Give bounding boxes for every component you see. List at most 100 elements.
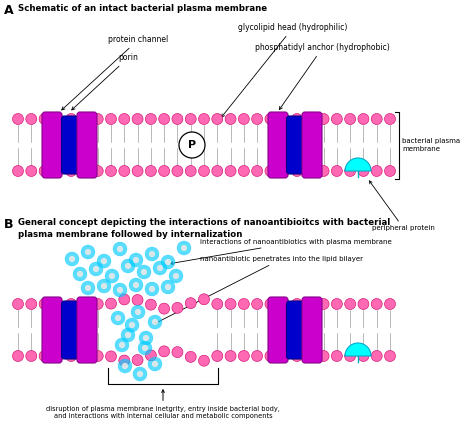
Circle shape — [331, 114, 342, 125]
Circle shape — [172, 165, 183, 176]
Circle shape — [39, 298, 50, 309]
Circle shape — [97, 254, 111, 268]
Circle shape — [345, 165, 356, 176]
Circle shape — [252, 298, 263, 309]
Circle shape — [119, 294, 130, 305]
Circle shape — [179, 132, 205, 158]
Circle shape — [65, 165, 77, 176]
Polygon shape — [345, 343, 371, 356]
Circle shape — [81, 245, 95, 259]
Circle shape — [165, 284, 171, 290]
Circle shape — [109, 273, 115, 279]
FancyBboxPatch shape — [77, 297, 97, 363]
Circle shape — [358, 351, 369, 362]
Circle shape — [79, 298, 90, 309]
Circle shape — [39, 165, 50, 176]
Circle shape — [384, 351, 395, 362]
Circle shape — [185, 165, 196, 176]
Circle shape — [305, 114, 316, 125]
Circle shape — [278, 351, 289, 362]
Circle shape — [358, 114, 369, 125]
FancyBboxPatch shape — [42, 297, 62, 363]
Circle shape — [129, 322, 135, 328]
Circle shape — [26, 351, 37, 362]
Circle shape — [305, 298, 316, 309]
Circle shape — [79, 114, 90, 125]
Circle shape — [146, 114, 156, 125]
Circle shape — [252, 165, 263, 176]
Circle shape — [225, 351, 236, 362]
Circle shape — [122, 363, 128, 369]
Circle shape — [89, 262, 103, 276]
Circle shape — [153, 261, 167, 275]
Circle shape — [152, 319, 158, 325]
Circle shape — [12, 165, 24, 176]
Circle shape — [212, 298, 223, 309]
Circle shape — [139, 331, 153, 345]
Text: glycolipid head (hydrophilic): glycolipid head (hydrophilic) — [221, 24, 347, 117]
FancyBboxPatch shape — [42, 112, 62, 178]
Circle shape — [12, 298, 24, 309]
Circle shape — [132, 114, 143, 125]
Circle shape — [165, 259, 171, 265]
Circle shape — [371, 114, 382, 125]
Circle shape — [292, 298, 302, 309]
Circle shape — [145, 247, 159, 261]
Circle shape — [305, 351, 316, 362]
Circle shape — [146, 350, 156, 361]
Circle shape — [106, 351, 117, 362]
Circle shape — [212, 165, 223, 176]
FancyBboxPatch shape — [268, 112, 288, 178]
Circle shape — [137, 371, 143, 377]
Circle shape — [92, 114, 103, 125]
Circle shape — [119, 114, 130, 125]
Text: P: P — [188, 140, 196, 150]
Circle shape — [117, 287, 123, 293]
Circle shape — [161, 255, 175, 269]
Circle shape — [172, 302, 183, 313]
Text: porin: porin — [72, 53, 138, 110]
Text: General concept depicting the interactions of nanoantibioitcs with bacterial
pla: General concept depicting the interactio… — [18, 218, 390, 239]
Text: peripheral protein: peripheral protein — [369, 181, 435, 231]
Circle shape — [137, 265, 151, 279]
Circle shape — [111, 311, 125, 325]
Circle shape — [81, 281, 95, 295]
FancyBboxPatch shape — [286, 116, 303, 174]
Circle shape — [65, 252, 79, 266]
Circle shape — [97, 279, 111, 293]
Circle shape — [181, 245, 187, 251]
Circle shape — [121, 328, 135, 342]
Circle shape — [238, 298, 249, 309]
Circle shape — [106, 165, 117, 176]
Text: Schematic of an intact bacterial plasma membrane: Schematic of an intact bacterial plasma … — [18, 4, 267, 13]
Circle shape — [141, 269, 147, 275]
Circle shape — [177, 241, 191, 255]
Circle shape — [169, 269, 183, 283]
Circle shape — [106, 298, 117, 309]
Circle shape — [172, 346, 183, 357]
Circle shape — [345, 114, 356, 125]
Circle shape — [265, 165, 276, 176]
Circle shape — [318, 114, 329, 125]
Circle shape — [129, 253, 143, 267]
Circle shape — [115, 315, 121, 321]
Circle shape — [39, 114, 50, 125]
Circle shape — [113, 242, 127, 256]
Text: nanoantibiotic penetrates into the lipid bilayer: nanoantibiotic penetrates into the lipid… — [154, 256, 363, 324]
Circle shape — [252, 114, 263, 125]
Circle shape — [149, 251, 155, 257]
Circle shape — [133, 282, 139, 288]
Circle shape — [146, 299, 156, 310]
Circle shape — [105, 269, 119, 283]
Circle shape — [138, 341, 152, 355]
Circle shape — [77, 271, 83, 277]
Circle shape — [85, 249, 91, 255]
Circle shape — [119, 355, 130, 366]
Circle shape — [132, 165, 143, 176]
Circle shape — [159, 114, 170, 125]
Circle shape — [157, 265, 163, 271]
Text: bacterial plasma
membrane: bacterial plasma membrane — [402, 138, 460, 152]
Circle shape — [125, 263, 131, 269]
Circle shape — [133, 367, 147, 381]
Circle shape — [199, 114, 210, 125]
